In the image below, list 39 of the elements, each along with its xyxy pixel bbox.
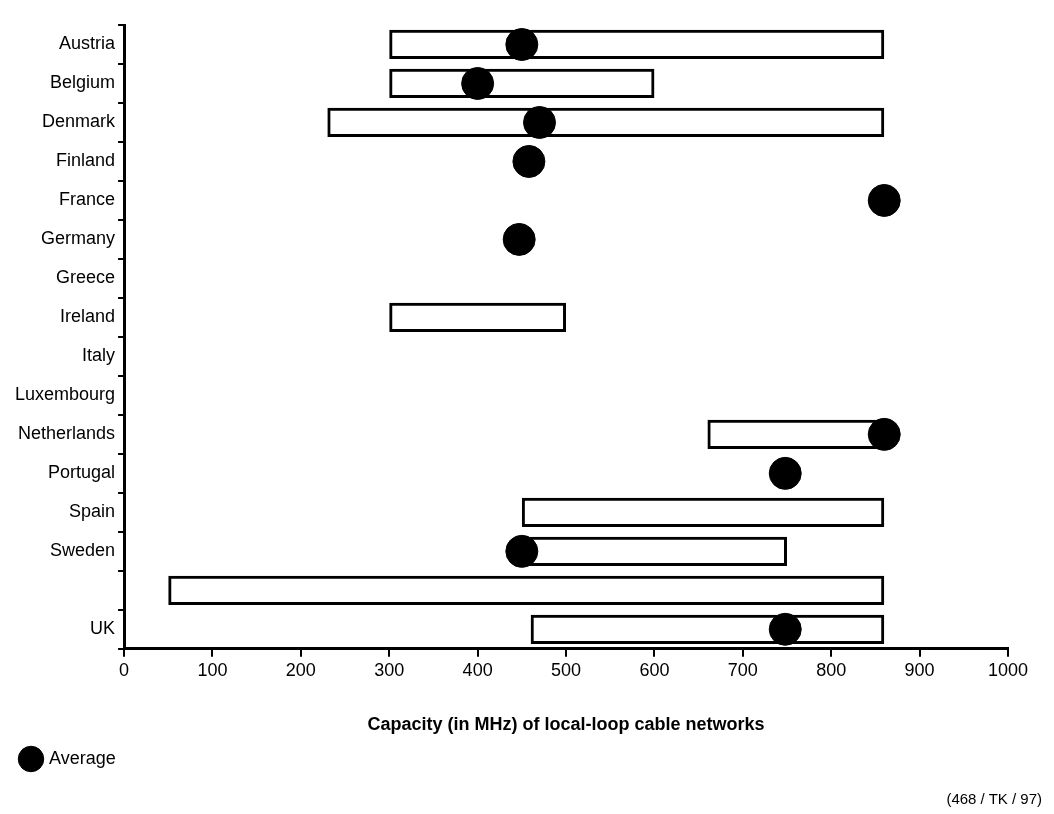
point	[768, 456, 802, 490]
x-tick-label: 500	[551, 659, 582, 680]
point	[502, 222, 536, 256]
point	[523, 105, 557, 139]
y-tick-label: Sweden	[50, 540, 116, 561]
x-tick-label: 600	[639, 659, 670, 680]
y-tick-label: UK	[90, 618, 116, 639]
point	[461, 66, 495, 100]
x-tick-label: 700	[727, 659, 758, 680]
y-tick-label: France	[59, 189, 116, 210]
legend-label: Average	[49, 747, 116, 768]
y-tick-label: Belgium	[50, 72, 116, 93]
text: (468 / TK / 97)	[946, 790, 1042, 808]
point	[867, 183, 901, 217]
y-tick-label: Finland	[56, 150, 116, 171]
x-tick-label: 200	[285, 659, 316, 680]
y-tick-label: Ireland	[60, 306, 116, 327]
y-tick-label: Austria	[59, 33, 117, 54]
point	[505, 27, 539, 61]
x-axis-title: Capacity (in MHz) of local-loop cable networks	[367, 714, 765, 735]
point	[867, 417, 901, 451]
y-tick-label: Luxembourg	[14, 384, 116, 405]
y-tick-label: Spain	[69, 501, 116, 522]
x-tick-label: 1000	[987, 659, 1029, 680]
y-tick-label: Greece	[56, 267, 116, 288]
x-tick-label: 300	[374, 659, 405, 680]
y-tick-label: Denmark	[42, 111, 117, 132]
x-tick-label: 900	[904, 659, 935, 680]
y-tick-label: Netherlands	[18, 423, 116, 444]
point	[768, 612, 802, 646]
x-tick-label: 100	[197, 659, 228, 680]
y-tick-label: Portugal	[48, 462, 116, 483]
x-tick-label: 800	[816, 659, 847, 680]
x-tick-label: 0	[119, 659, 130, 680]
point	[505, 534, 539, 568]
point	[512, 144, 546, 178]
x-tick-label: 400	[462, 659, 493, 680]
y-tick-label: Germany	[41, 228, 116, 249]
y-tick-label: Italy	[82, 345, 116, 366]
